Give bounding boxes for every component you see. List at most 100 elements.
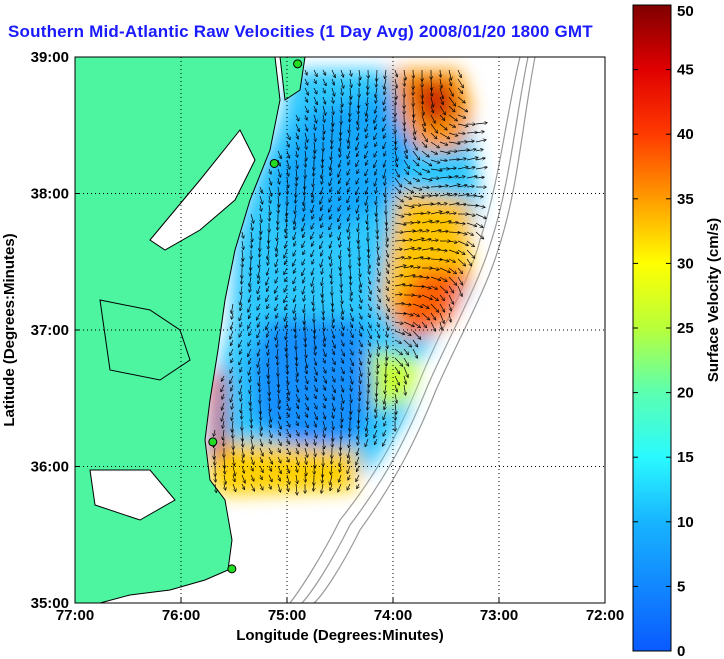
velocity-arrow bbox=[259, 438, 262, 446]
velocity-arrow bbox=[313, 114, 316, 123]
velocity-arrow bbox=[421, 141, 427, 147]
velocity-arrow bbox=[359, 78, 360, 86]
velocity-arrow bbox=[285, 222, 287, 232]
velocity-arrow bbox=[269, 204, 270, 214]
velocity-arrow bbox=[347, 150, 351, 158]
velocity-arrow bbox=[340, 339, 344, 346]
velocity-arrow bbox=[366, 159, 368, 165]
velocity-arrow bbox=[260, 204, 261, 211]
velocity-arrow bbox=[368, 258, 370, 268]
velocity-arrow bbox=[304, 105, 308, 112]
velocity-arrow bbox=[331, 465, 332, 474]
velocity-arrow bbox=[341, 312, 343, 319]
velocity-arrow bbox=[278, 177, 279, 184]
velocity-arrow bbox=[403, 231, 415, 232]
velocity-arrow bbox=[278, 447, 280, 452]
velocity-arrow bbox=[348, 447, 351, 458]
velocity-arrow bbox=[358, 312, 362, 319]
velocity-arrow bbox=[377, 276, 379, 282]
velocity-arrow bbox=[305, 159, 306, 167]
x-tick-label: 72:00 bbox=[586, 607, 624, 624]
velocity-arrow bbox=[303, 213, 306, 221]
velocity-arrow bbox=[233, 474, 235, 481]
bathymetry-contours bbox=[289, 57, 536, 603]
velocity-arrow bbox=[293, 276, 297, 283]
land bbox=[75, 57, 306, 603]
velocity-arrow bbox=[457, 159, 466, 160]
velocity-arrow bbox=[430, 96, 433, 107]
velocity-arrow bbox=[475, 149, 483, 151]
velocity-arrow bbox=[368, 267, 370, 274]
velocity-arrow bbox=[240, 303, 242, 310]
velocity-arrow bbox=[358, 105, 359, 114]
x-axis-ticks: 77:00 76:00 75:00 74:00 73:00 72:00 bbox=[56, 598, 624, 624]
velocity-arrow bbox=[395, 393, 397, 403]
velocity-arrow bbox=[276, 240, 279, 251]
velocity-arrow bbox=[347, 177, 351, 185]
velocity-arrow bbox=[323, 357, 325, 363]
velocity-arrow bbox=[349, 123, 350, 132]
velocity-arrow bbox=[268, 429, 272, 437]
velocity-arrow bbox=[412, 330, 421, 339]
velocity-arrow bbox=[348, 456, 350, 463]
colorbar bbox=[632, 4, 672, 652]
velocity-arrow bbox=[268, 474, 272, 482]
velocity-arrow bbox=[249, 294, 252, 302]
velocity-arrow bbox=[341, 294, 342, 303]
colorbar-tick-label: 15 bbox=[677, 449, 694, 466]
velocity-arrow bbox=[232, 402, 233, 409]
velocity-arrow bbox=[242, 429, 243, 441]
velocity-arrow bbox=[439, 132, 449, 139]
velocity-arrow bbox=[302, 222, 306, 231]
velocity-arrow bbox=[277, 483, 280, 492]
velocity-arrow bbox=[375, 438, 377, 444]
velocity-arrow bbox=[475, 140, 486, 143]
velocity-arrow bbox=[339, 474, 342, 482]
velocity-arrow bbox=[466, 258, 472, 266]
velocity-arrow bbox=[386, 348, 387, 360]
velocity-arrow bbox=[358, 276, 361, 287]
velocity-arrow bbox=[332, 303, 333, 312]
velocity-arrow bbox=[302, 258, 306, 265]
velocity-arrow bbox=[295, 141, 298, 150]
velocity-arrow bbox=[394, 322, 403, 324]
velocity-arrow bbox=[375, 123, 377, 129]
velocity-arrow bbox=[430, 294, 438, 300]
velocity-arrow bbox=[368, 339, 370, 346]
velocity-arrow bbox=[377, 357, 378, 367]
velocity-arrow bbox=[394, 177, 402, 187]
velocity-arrow bbox=[329, 222, 333, 229]
velocity-arrow bbox=[475, 204, 485, 207]
velocity-arrow bbox=[250, 474, 254, 481]
velocity-arrow bbox=[312, 240, 314, 246]
velocity-arrow bbox=[259, 483, 263, 490]
velocity-arrow bbox=[412, 141, 417, 150]
velocity-arrow bbox=[421, 177, 432, 180]
velocity-arrow bbox=[222, 375, 224, 381]
velocity-arrow bbox=[332, 78, 334, 85]
velocity-arrow bbox=[313, 357, 316, 365]
velocity-arrow bbox=[331, 330, 334, 338]
velocity-arrow bbox=[286, 402, 290, 410]
velocity-arrow bbox=[365, 150, 369, 158]
velocity-arrow bbox=[384, 393, 387, 404]
velocity-arrow bbox=[448, 142, 460, 144]
velocity-arrow bbox=[377, 348, 378, 356]
velocity-arrow bbox=[412, 303, 422, 307]
velocity-arrow bbox=[365, 195, 369, 205]
velocity-arrow bbox=[339, 465, 341, 472]
velocity-arrow bbox=[331, 456, 332, 464]
velocity-arrow bbox=[383, 411, 387, 419]
velocity-arrow bbox=[350, 294, 352, 301]
velocity-arrow bbox=[466, 167, 475, 169]
velocity-arrow bbox=[331, 357, 335, 364]
velocity-arrow bbox=[439, 105, 445, 114]
velocity-arrow bbox=[295, 330, 296, 338]
velocity-arrow bbox=[296, 159, 297, 168]
velocity-arrow bbox=[367, 276, 370, 284]
velocity-arrow bbox=[340, 69, 343, 77]
velocity-arrow bbox=[412, 186, 422, 190]
velocity-arrow bbox=[412, 286, 424, 287]
velocity-arrow bbox=[421, 204, 433, 205]
velocity-arrow bbox=[430, 114, 435, 123]
